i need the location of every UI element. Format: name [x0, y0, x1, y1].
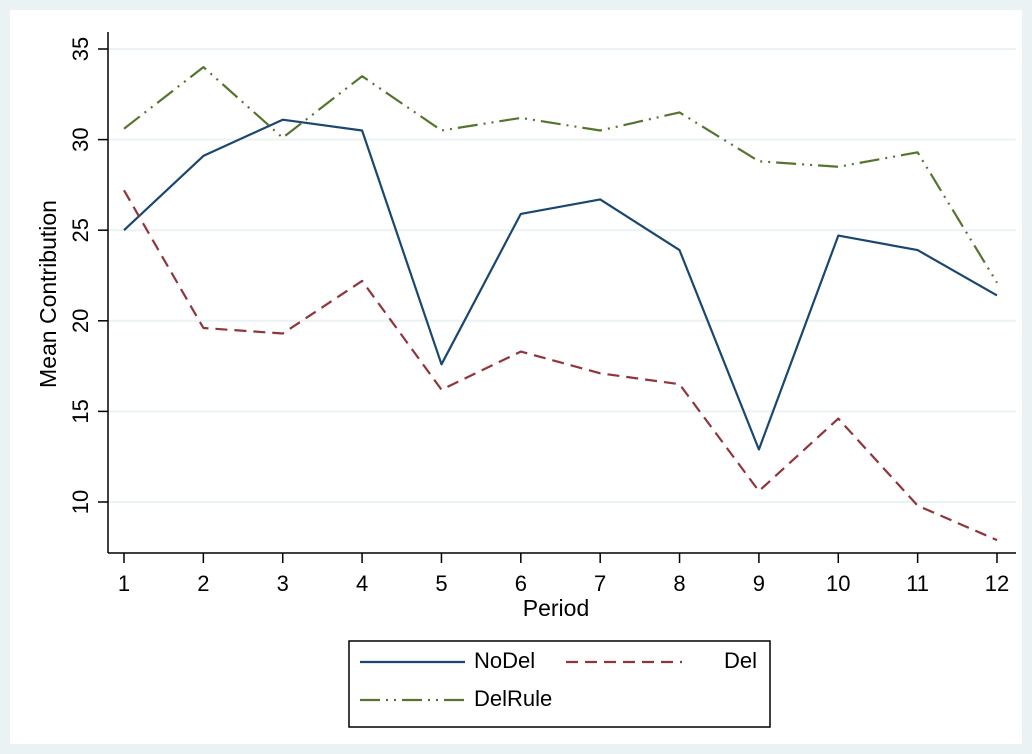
gridlines — [108, 48, 1016, 503]
x-tick-label: 10 — [826, 571, 850, 596]
x-tick-label: 3 — [277, 571, 289, 596]
legend-label-delrule: DelRule — [474, 686, 552, 711]
x-tick-label: 4 — [356, 571, 368, 596]
y-tick-label: 25 — [68, 218, 93, 242]
inner-background — [10, 10, 1022, 744]
y-ticks: 10 15 20 25 30 35 — [68, 37, 108, 514]
x-tick-label: 1 — [118, 571, 130, 596]
x-tick-label: 7 — [594, 571, 606, 596]
legend-label-del: Del — [724, 648, 757, 673]
x-axis-title: Period — [523, 595, 589, 621]
y-tick-label: 35 — [68, 37, 93, 61]
y-tick-label: 15 — [68, 399, 93, 423]
x-tick-label: 9 — [753, 571, 765, 596]
x-tick-label: 11 — [906, 571, 929, 596]
x-tick-label: 5 — [435, 571, 447, 596]
y-tick-label: 10 — [68, 490, 93, 514]
legend: NoDel Del DelRule — [348, 640, 771, 728]
series-layer — [123, 65, 998, 542]
y-tick-label: 20 — [68, 309, 93, 333]
y-axis-title: Mean Contribution — [35, 200, 61, 388]
x-tick-label: 2 — [197, 571, 209, 596]
legend-label-nodel: NoDel — [474, 648, 535, 673]
x-ticks: 1 2 3 4 5 6 7 8 9 10 11 12 — [118, 553, 1009, 596]
x-tick-label: 8 — [673, 571, 685, 596]
y-tick-label: 30 — [68, 127, 93, 151]
legend-box — [348, 640, 771, 728]
series-line-del — [123, 189, 998, 542]
series-line-delrule — [123, 65, 998, 284]
axes — [107, 32, 1016, 554]
x-tick-label: 12 — [985, 571, 1009, 596]
x-tick-label: 6 — [515, 571, 527, 596]
series-line-nodel — [123, 118, 998, 451]
